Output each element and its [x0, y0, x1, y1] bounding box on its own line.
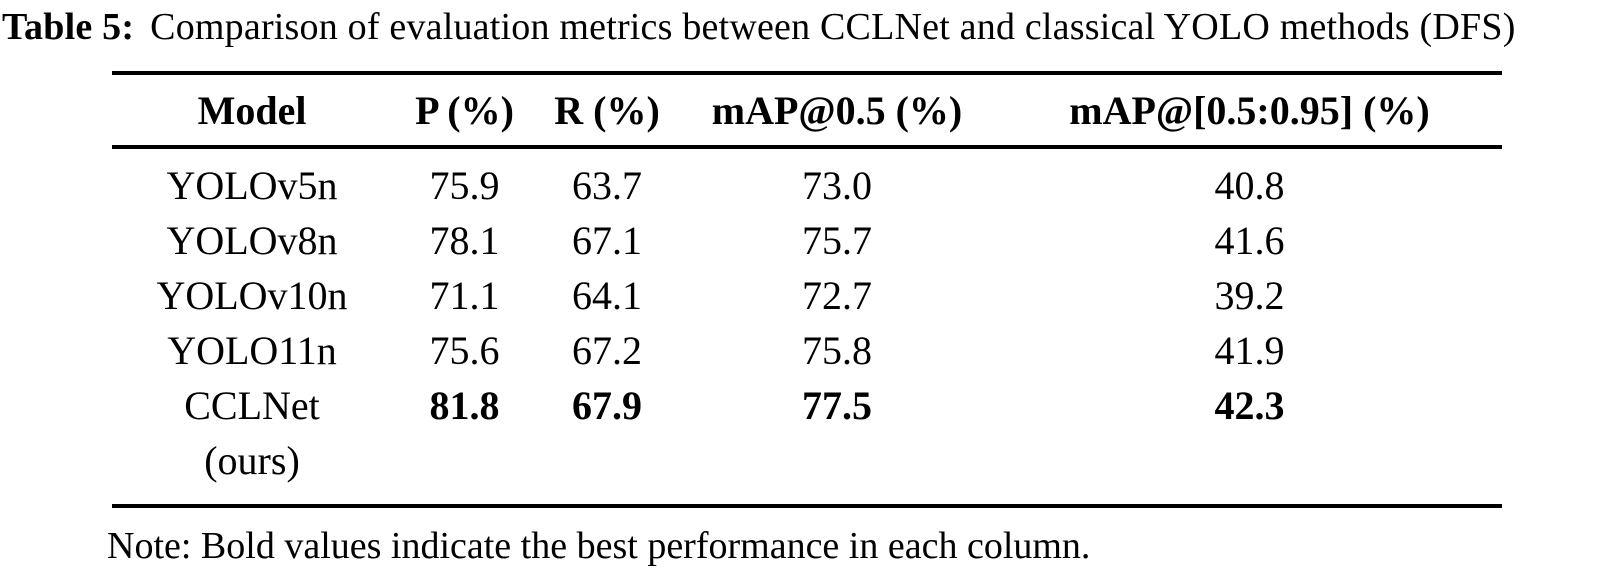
metric-value: 72.7: [802, 273, 872, 318]
model-cell: YOLOv8n: [112, 213, 392, 268]
metric-value: 73.0: [802, 163, 872, 208]
metric-value: 41.6: [1214, 218, 1285, 263]
metric-value: 75.9: [429, 163, 500, 208]
model-name: YOLOv5n: [166, 163, 338, 208]
model-name: YOLO11n: [167, 328, 337, 373]
model-name: YOLOv8n: [166, 218, 338, 263]
column-header: mAP@[0.5:0.95] (%): [997, 73, 1502, 149]
model-name-suffix: (ours): [204, 438, 300, 483]
model-cell: YOLOv10n: [112, 268, 392, 323]
metric-value: 75.8: [802, 328, 872, 373]
metric-value: 67.1: [572, 218, 642, 263]
column-header: R (%): [537, 73, 677, 149]
header-row: Model P (%) R (%) mAP@0.5 (%) mAP@[0.5:0.95]…: [112, 73, 1502, 149]
column-header: Model: [112, 73, 392, 149]
metric-value: 64.1: [572, 273, 642, 318]
metric-value: 67.9: [572, 383, 642, 428]
metric-value: 77.5: [802, 383, 872, 428]
table-caption-text: Comparison of evaluation metrics between…: [150, 6, 1516, 48]
metric-value: 78.1: [429, 218, 500, 263]
table-row: YOLO11n 75.6 67.2 75.8 41.9: [112, 323, 1502, 378]
model-cell: YOLOv5n: [112, 147, 392, 213]
column-header: mAP@0.5 (%): [677, 73, 997, 149]
metric-value: 67.2: [572, 328, 642, 373]
model-name: YOLOv10n: [156, 273, 348, 318]
metrics-table: Model P (%) R (%) mAP@0.5 (%) mAP@[0.5:0.95]…: [112, 71, 1502, 508]
metric-value: 81.8: [429, 383, 500, 428]
table-row: YOLOv10n 71.1 64.1 72.7 39.2: [112, 268, 1502, 323]
metric-value: 41.9: [1214, 328, 1285, 373]
model-cell: CCLNet (ours): [112, 378, 392, 506]
model-cell: YOLO11n: [112, 323, 392, 378]
metric-value: 63.7: [572, 163, 642, 208]
metric-value: 39.2: [1214, 273, 1285, 318]
table-row: CCLNet (ours) 81.8 67.9 77.5 42.3: [112, 378, 1502, 506]
table-caption: Table 5: Comparison of evaluation metrics…: [2, 5, 1516, 49]
metric-value: 75.6: [429, 328, 500, 373]
table-row: YOLOv8n 78.1 67.1 75.7 41.6: [112, 213, 1502, 268]
column-header: P (%): [392, 73, 537, 149]
table-row: YOLOv5n 75.9 63.7 73.0 40.8: [112, 147, 1502, 213]
table-caption-label: Table 5:: [2, 6, 135, 48]
model-name: CCLNet: [184, 383, 320, 428]
metric-value: 75.7: [802, 218, 872, 263]
metric-value: 71.1: [429, 273, 500, 318]
table-note: Note: Bold values indicate the best perf…: [107, 525, 1091, 567]
table-body: YOLOv5n 75.9 63.7 73.0 40.8 YOLOv8n 78.1 67.1 75…: [112, 147, 1502, 506]
metric-value: 42.3: [1214, 383, 1285, 428]
metric-value: 40.8: [1214, 163, 1285, 208]
